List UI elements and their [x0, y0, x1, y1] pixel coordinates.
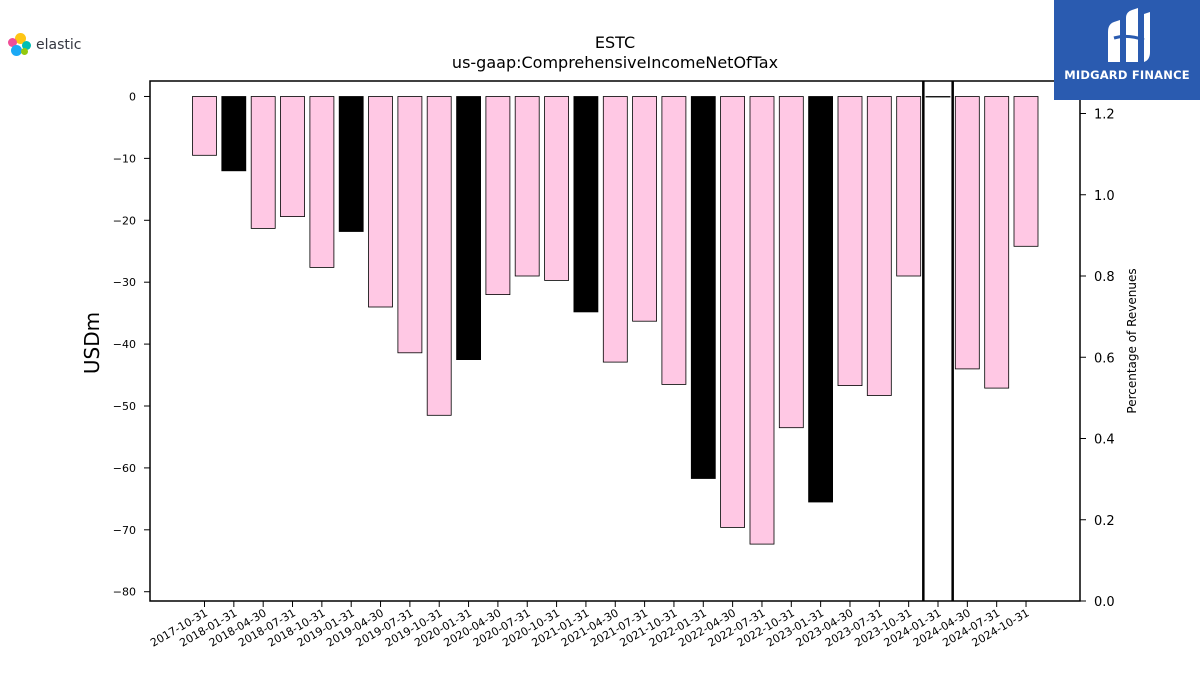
- bar-2023-07-31: [866, 96, 892, 396]
- bar-2021-01-31: [573, 96, 599, 313]
- y-tick-label: −40: [113, 338, 136, 351]
- bar-2024-04-30: [954, 96, 980, 370]
- plot-frame: [149, 80, 1081, 602]
- bar-2020-04-30: [485, 96, 511, 296]
- y2-tick-label: 0.4: [1094, 433, 1115, 448]
- bar-2023-10-31: [896, 96, 922, 277]
- bar-2019-10-31: [426, 96, 452, 416]
- bar-2022-01-31: [690, 96, 716, 479]
- bar-2019-01-31: [338, 96, 364, 232]
- y-tick-label: −30: [113, 276, 136, 289]
- bar-2021-07-31: [632, 96, 657, 322]
- bar-2024-10-31: [1013, 96, 1039, 247]
- bar-2024-07-31: [984, 96, 1010, 389]
- bar-2021-04-30: [602, 96, 628, 363]
- midgard-finance-logo: MIDGARD FINANCE: [1054, 0, 1200, 100]
- elastic-logo-icon: [8, 33, 32, 57]
- y2-axis-ticks: 0.0 0.2 0.4 0.6 0.8 1.0 1.2: [1080, 108, 1115, 610]
- y2-tick-label: 0.6: [1094, 351, 1115, 366]
- y2-tick-label: 1.2: [1094, 108, 1115, 123]
- bar-2018-07-31: [280, 96, 305, 217]
- y-tick-label: −80: [113, 586, 136, 599]
- y2-tick-label: 0.0: [1094, 595, 1115, 610]
- y-tick-label: −70: [113, 524, 136, 537]
- y2-tick-label: 0.2: [1094, 514, 1115, 529]
- bar-2020-10-31: [544, 96, 569, 281]
- y-tick-label: 0: [129, 90, 136, 103]
- y-tick-label: −50: [113, 400, 136, 413]
- y2-tick-label: 0.8: [1094, 270, 1115, 285]
- x-axis-ticks: 2017-10-312018-01-312018-04-302018-07-31…: [148, 601, 1032, 650]
- bar-2018-01-31: [221, 96, 247, 172]
- midgard-finance-logo-icon: [1108, 8, 1150, 62]
- chart-title: ESTC: [595, 33, 635, 52]
- bar-2020-07-31: [514, 96, 540, 277]
- marker-lines: [922, 81, 954, 601]
- bar-2018-04-30: [250, 96, 276, 229]
- chart-subtitle: us-gaap:ComprehensiveIncomeNetOfTax: [452, 53, 778, 72]
- y-tick-label: −60: [113, 462, 136, 475]
- bar-2022-07-31: [749, 96, 775, 545]
- bar-2022-04-30: [720, 96, 745, 528]
- y-axis-label: USDm: [80, 312, 104, 374]
- bar-2022-10-31: [778, 96, 804, 429]
- y2-axis-label: Percentage of Revenues: [1125, 268, 1139, 413]
- y-tick-label: −10: [113, 152, 136, 165]
- bar-2018-10-31: [309, 96, 335, 268]
- elastic-logo-text: elastic: [36, 37, 82, 53]
- midgard-finance-logo-text: MIDGARD FINANCE: [1064, 68, 1190, 82]
- y-tick-label: −20: [113, 214, 136, 227]
- bar-2017-10-31: [192, 96, 217, 156]
- bar-2023-04-30: [837, 96, 863, 387]
- elastic-logo: elastic: [8, 32, 81, 58]
- bar-2019-04-30: [368, 96, 393, 308]
- bar-2023-01-31: [808, 96, 833, 503]
- y2-tick-label: 1.0: [1094, 189, 1115, 204]
- bars-group: [192, 96, 1039, 545]
- y-axis-ticks: 0 −10 −20 −30 −40 −50 −60 −70 −80: [113, 90, 150, 599]
- bar-2019-07-31: [397, 96, 423, 354]
- bar-2020-01-31: [456, 96, 482, 361]
- bar-2021-10-31: [661, 96, 687, 385]
- bar-2024-01-31: [925, 96, 951, 98]
